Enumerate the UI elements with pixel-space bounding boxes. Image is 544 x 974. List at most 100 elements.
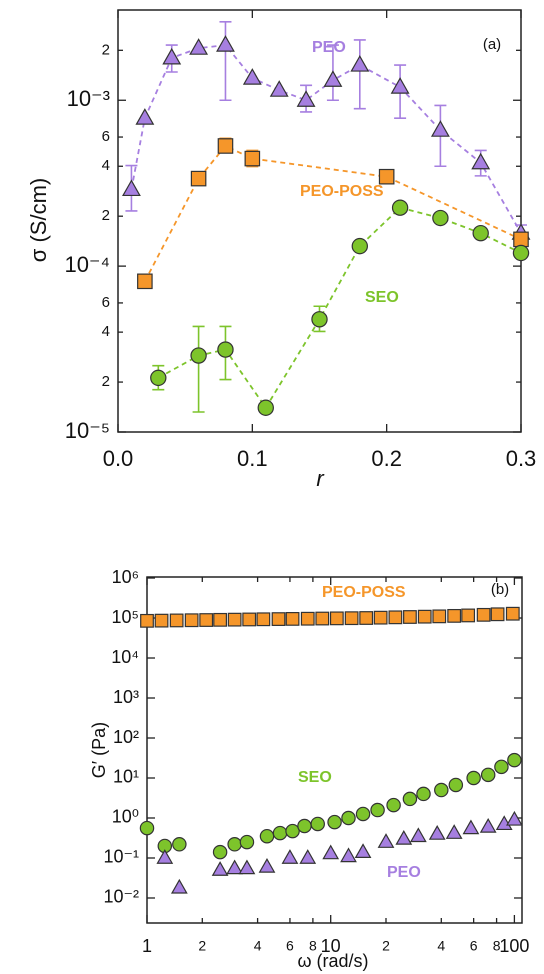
marker bbox=[296, 90, 316, 107]
y-tick-label: 2 bbox=[102, 207, 110, 224]
marker bbox=[184, 613, 199, 628]
marker bbox=[479, 817, 497, 833]
y-tick-label: 10⁻⁵ bbox=[65, 418, 110, 443]
x-tick-label: 4 bbox=[437, 938, 445, 954]
marker bbox=[140, 613, 154, 628]
x-tick-label: 1 bbox=[142, 936, 152, 956]
marker bbox=[432, 209, 449, 227]
marker bbox=[359, 611, 374, 625]
marker bbox=[172, 837, 187, 852]
marker bbox=[329, 611, 344, 626]
marker bbox=[170, 878, 188, 894]
marker bbox=[447, 608, 462, 623]
plot-frame bbox=[117, 9, 522, 433]
y-tick-label: 10⁴ bbox=[111, 647, 139, 667]
marker bbox=[416, 786, 431, 802]
y-axis-label: σ (S/cm) bbox=[26, 178, 51, 262]
marker bbox=[386, 797, 401, 813]
marker bbox=[190, 170, 207, 187]
marker bbox=[448, 777, 464, 793]
marker bbox=[417, 609, 432, 624]
x-tick-label: 0.2 bbox=[371, 446, 402, 471]
x-tick-label: 4 bbox=[254, 938, 262, 954]
marker bbox=[370, 802, 385, 818]
marker bbox=[409, 827, 427, 843]
marker bbox=[351, 237, 368, 255]
marker bbox=[430, 120, 450, 137]
marker bbox=[216, 35, 235, 52]
x-axis-label: r bbox=[316, 466, 325, 491]
y-tick-label: 10³ bbox=[113, 687, 139, 707]
marker bbox=[476, 607, 491, 622]
marker bbox=[217, 138, 234, 154]
marker bbox=[466, 770, 481, 786]
marker bbox=[322, 844, 340, 860]
y-tick-label: 10⁻³ bbox=[67, 86, 110, 111]
marker bbox=[257, 399, 274, 416]
marker bbox=[190, 347, 207, 364]
marker bbox=[256, 612, 271, 627]
marker bbox=[135, 108, 155, 125]
marker bbox=[150, 369, 167, 387]
marker bbox=[391, 199, 409, 216]
y-tick-label: 10² bbox=[113, 727, 139, 747]
x-tick-label: 0.1 bbox=[237, 446, 268, 471]
marker bbox=[285, 823, 300, 839]
x-tick-label: 0.3 bbox=[506, 446, 537, 471]
marker bbox=[395, 829, 413, 845]
marker bbox=[272, 825, 288, 841]
marker bbox=[169, 613, 184, 628]
marker bbox=[217, 341, 234, 358]
marker bbox=[355, 806, 371, 822]
marker bbox=[462, 819, 480, 835]
marker bbox=[227, 612, 242, 627]
marker bbox=[344, 611, 359, 626]
marker bbox=[311, 311, 328, 328]
marker bbox=[350, 55, 370, 72]
marker bbox=[300, 611, 315, 626]
marker bbox=[505, 606, 520, 621]
marker bbox=[297, 818, 312, 834]
marker bbox=[323, 70, 343, 87]
marker bbox=[490, 607, 505, 622]
y-tick-label: 10⁻¹ bbox=[103, 847, 139, 867]
y-axis-label: G′ (Pa) bbox=[89, 722, 109, 778]
marker bbox=[390, 77, 410, 94]
x-tick-label: 2 bbox=[198, 938, 206, 954]
series-line bbox=[157, 206, 522, 410]
series-label: PEO bbox=[312, 39, 346, 56]
x-tick-label: 6 bbox=[470, 938, 478, 954]
marker bbox=[242, 68, 262, 85]
marker bbox=[428, 824, 446, 840]
marker bbox=[137, 273, 153, 290]
marker bbox=[269, 80, 289, 97]
error-bar bbox=[353, 39, 366, 110]
marker bbox=[281, 849, 299, 864]
marker bbox=[213, 612, 228, 627]
y-tick-label: 6 bbox=[102, 294, 110, 311]
x-tick-label: 100 bbox=[499, 936, 529, 956]
marker bbox=[378, 168, 395, 185]
x-tick-label: 0.0 bbox=[103, 446, 134, 471]
series-label: PEO bbox=[387, 864, 421, 881]
y-tick-label: 4 bbox=[102, 323, 110, 340]
y-tick-label: 6 bbox=[102, 128, 110, 145]
series-line bbox=[130, 44, 522, 234]
marker bbox=[507, 752, 522, 768]
x-tick-label: 6 bbox=[286, 938, 294, 954]
marker bbox=[299, 849, 317, 864]
marker bbox=[258, 857, 276, 873]
marker bbox=[373, 610, 388, 625]
x-tick-label: 8 bbox=[309, 938, 317, 954]
y-tick-label: 10⁻⁴ bbox=[64, 252, 110, 277]
plot-frame bbox=[146, 576, 523, 924]
marker bbox=[377, 833, 395, 848]
marker bbox=[122, 179, 141, 197]
marker bbox=[434, 782, 449, 798]
marker bbox=[227, 837, 242, 852]
marker bbox=[259, 828, 275, 844]
marker bbox=[310, 816, 325, 832]
marker bbox=[402, 791, 418, 807]
marker bbox=[388, 610, 403, 625]
